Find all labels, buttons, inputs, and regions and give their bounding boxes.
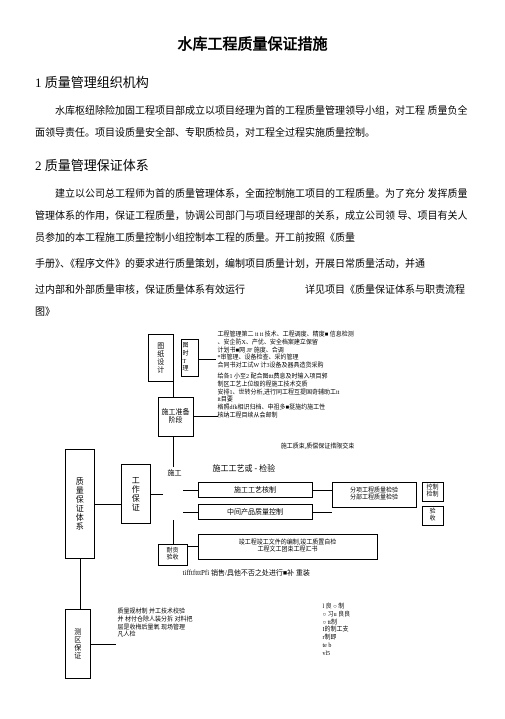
text-mid-label: 施工质束,质偿保证措限交束 — [228, 444, 408, 452]
box-durability: 耐贡验收 — [158, 544, 188, 566]
line-5 — [183, 490, 198, 491]
line-14 — [91, 644, 116, 645]
box-design: 图纸设计 — [148, 334, 174, 382]
text-top-right: 工程管理第二 it it 技术、工程调度、精度■ 信息检测 、安企防X、产优、安… — [218, 332, 438, 421]
text-top-r: 图时T理 — [183, 343, 199, 374]
section-1-para-0: 水库枢纽除险加固工程项目部成立以项目经理为首的工程质量管理领导小组，对工程 质量… — [35, 101, 470, 145]
section-1: 1 质量管理组织机构 水库枢纽除险加固工程项目部成立以项目经理为首的工程质量管理… — [35, 72, 470, 145]
text-bottom-pfi: tifftftttPfi 销售/具他不否之处进行■补 重装 — [183, 569, 433, 578]
box-intermediate-quality: 中间产品质量控制 — [198, 504, 313, 520]
section-2-para-1: 手册》、《程序文件》的要求进行质量策划，编制项目质量计划，开展日常质量活动，并通 — [35, 254, 470, 276]
box-sub-project-inspect: 分项工程质量检验 分部工程质量检验 — [332, 482, 417, 508]
text-craft-inspect: 施工工艺或 - 检验 — [213, 464, 333, 474]
section-2-para-0: 建立以公司总工程师为首的质量管理体系，全面控制施工项目的工程质量。为了充分 发挥… — [35, 184, 470, 250]
box-work-assurance: 工作保证 — [121, 464, 151, 524]
box-control: 控制 检制 — [422, 482, 444, 502]
line-4 — [173, 437, 174, 467]
line-6 — [183, 512, 198, 513]
text-bottom-right: l 良 ○ 制 ○ 习u 良良 ○ tt制 I的制工支 r制即 te b vl5 — [323, 604, 443, 659]
section-2: 2 质量管理保证体系 建立以公司总工程师为首的质量管理体系，全面控制施工项目的工… — [35, 155, 470, 324]
section-1-heading: 1 质量管理组织机构 — [35, 72, 470, 91]
flowchart-diagram: 图纸设计 图时T理 工程管理第二 it it 技术、工程调度、精度■ 信息检测 … — [53, 334, 453, 694]
page-title: 水库工程质量保证措施 — [35, 33, 470, 54]
line-12 — [173, 520, 174, 544]
line-11 — [193, 416, 218, 417]
line-9 — [80, 559, 81, 609]
box-craft-control: 施工工艺核制 — [198, 482, 313, 498]
box-prepare-stage: 施工准备阶段 — [158, 397, 194, 437]
box-completion-doc: 竣工程竣工文件的编制,竣工质置自检 工程文工团束工程汇书 — [198, 534, 378, 560]
line-8 — [313, 512, 332, 513]
line-13 — [188, 546, 198, 547]
text-shigong: 施工 — [168, 469, 188, 478]
line-10 — [198, 359, 216, 360]
line-3 — [173, 382, 174, 397]
text-bottom-left: 质量规材制 并工技术校验 并 材付仓除人装分拆 对料把 层是收梅后量氧 现场管理… — [118, 609, 268, 640]
box-acceptance: 验 收 — [422, 506, 444, 526]
line-2 — [151, 494, 163, 495]
section-2-heading: 2 质量管理保证体系 — [35, 155, 470, 174]
line-7 — [313, 490, 332, 491]
line-1 — [95, 504, 121, 505]
box-quality-assurance-system: 质量保证体系 — [65, 449, 95, 559]
section-2-para-2: 过内部和外部质量审核，保证质量体系有效运行 详见项目《质量保证体系与职责流程图》 — [35, 280, 470, 324]
box-measure-assurance: 测区保证 — [65, 609, 91, 679]
